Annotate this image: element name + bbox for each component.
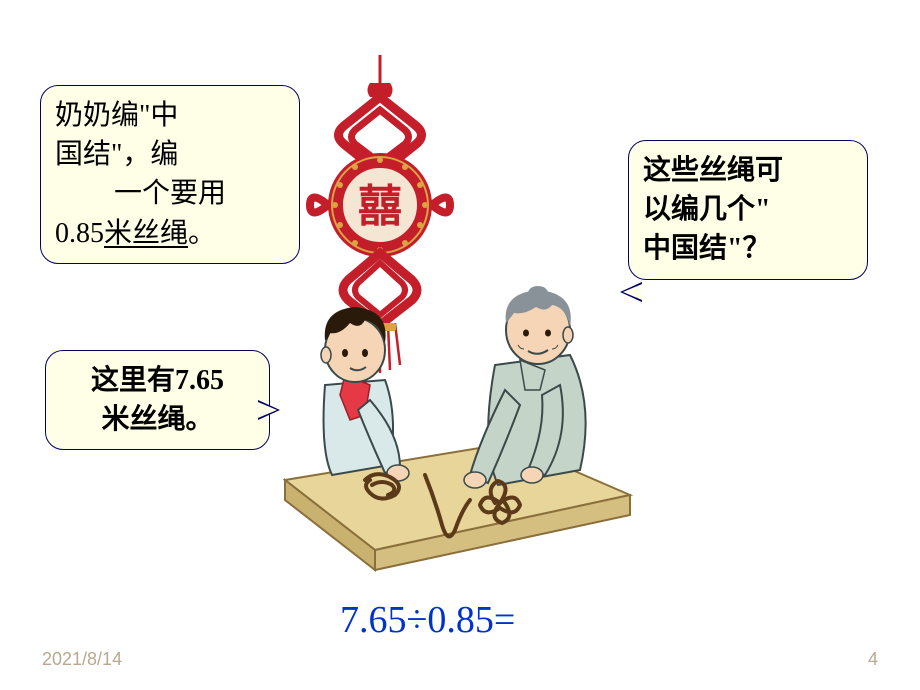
grandma-figure xyxy=(464,286,586,488)
footer-date: 2021/8/14 xyxy=(42,649,122,670)
box1-unit: 米丝绳 xyxy=(104,218,188,249)
box3-tail xyxy=(620,282,642,302)
narration-box-1: 奶奶编"中 国结"，编 一个要用 0.85米丝绳。 xyxy=(40,85,300,264)
box2-prefix: 这里有 xyxy=(91,365,175,396)
svg-text:囍: 囍 xyxy=(358,182,402,231)
box1-line2: 国结"，编 xyxy=(55,139,178,170)
footer-page: 4 xyxy=(868,649,878,670)
box1-line3: 一个要用 xyxy=(55,174,285,213)
boy-speech-box: 这里有7.65 米丝绳。 xyxy=(45,350,270,450)
box1-period: 。 xyxy=(188,218,216,249)
grandma-speech-box: 这些丝绳可 以编几个" 中国结"？ xyxy=(628,140,868,280)
equation-text: 7.65÷0.85= xyxy=(340,598,515,642)
box1-line1: 奶奶编"中 xyxy=(55,100,178,131)
box3-line2: 以编几个" xyxy=(643,194,771,225)
box2-value: 7.65 xyxy=(175,365,224,396)
scene-illustration: 囍 xyxy=(270,55,640,595)
box2-tail xyxy=(258,400,280,420)
box2-line2: 米丝绳。 xyxy=(101,404,213,435)
box3-line1: 这些丝绳可 xyxy=(643,155,783,186)
box1-amount: 0.85 xyxy=(55,218,104,249)
box3-line3: 中国结"？ xyxy=(643,233,771,264)
